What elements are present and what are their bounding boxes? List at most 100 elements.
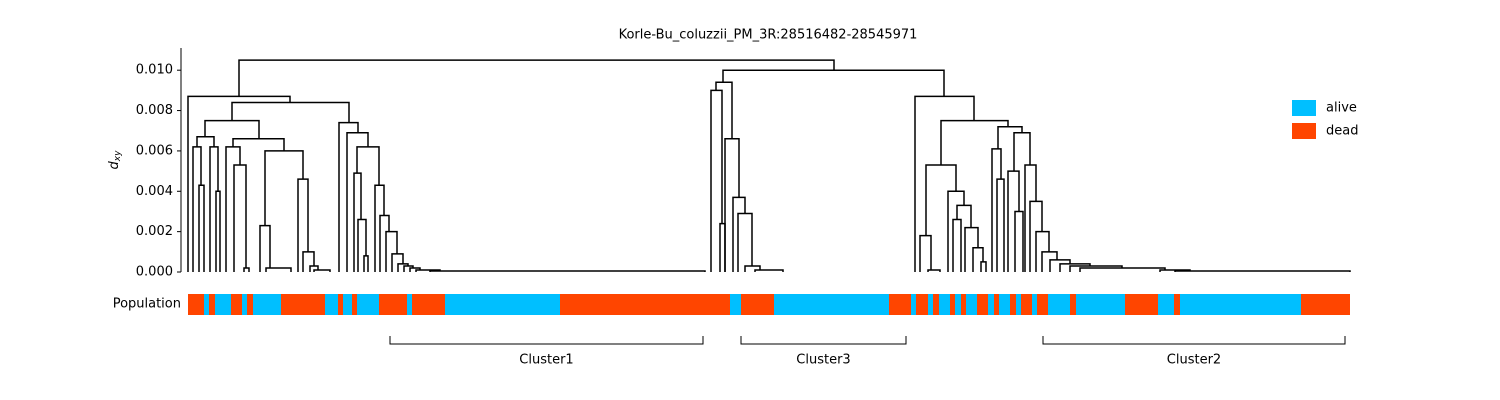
population-segment [560, 294, 730, 315]
population-segment [325, 294, 338, 315]
population-segment [338, 294, 343, 315]
dendrogram-link [204, 119, 260, 139]
population-segment [999, 294, 1010, 315]
population-segment [741, 294, 774, 315]
dendrogram-link [947, 190, 965, 272]
population-segment [933, 294, 939, 315]
legend-swatch [1292, 123, 1316, 139]
y-axis-label: dxy [107, 150, 123, 170]
population-segment [961, 294, 966, 315]
dendrogram-link [710, 89, 723, 272]
y-tick-label: 0.002 [136, 224, 173, 239]
dendrogram-link [231, 101, 350, 123]
dendrogram-link [309, 265, 319, 272]
dendrogram-link [225, 146, 241, 272]
dendrogram-link [1024, 164, 1037, 272]
population-segment [1010, 294, 1016, 315]
legend-swatch [1292, 100, 1316, 116]
dendrogram-link [1174, 270, 1351, 272]
population-segment [1076, 294, 1125, 315]
dendrogram-link [1049, 259, 1071, 272]
population-segment [215, 294, 231, 315]
dendrogram-link [722, 69, 945, 97]
dendrogram-link [1029, 200, 1043, 272]
dendrogram-link [264, 150, 304, 226]
population-segment [994, 294, 999, 315]
cluster-label: Cluster2 [1167, 353, 1221, 368]
dendrogram-link [1079, 267, 1166, 272]
population-segment [242, 294, 247, 315]
population-segment [1016, 294, 1021, 315]
population-segment [939, 294, 950, 315]
population-segment [889, 294, 911, 315]
population-segment [407, 294, 412, 315]
population-segment [966, 294, 977, 315]
dendrogram-link [374, 184, 385, 272]
dendrogram-link [238, 59, 835, 97]
dendrogram-link [1069, 265, 1123, 272]
dendrogram-link [297, 178, 309, 272]
dendrogram-link [754, 269, 784, 272]
dendrogram-link [243, 267, 250, 272]
population-label: Population [113, 297, 181, 312]
dendrogram-link [940, 119, 1009, 166]
dendrogram-link [744, 265, 761, 272]
dendrogram-link [313, 269, 331, 272]
dendrogram-link [232, 138, 285, 151]
dendrogram-link [233, 164, 247, 272]
cluster-label: Cluster3 [796, 353, 850, 368]
population-segment [1070, 294, 1076, 315]
population-segment [188, 294, 204, 315]
population-segment [928, 294, 933, 315]
dendrogram-link [215, 190, 221, 272]
population-segment [357, 294, 379, 315]
dendrogram-link [997, 125, 1023, 149]
population-segment [955, 294, 961, 315]
population-segment [1174, 294, 1180, 315]
population-segment [950, 294, 955, 315]
dendrogram-link [1014, 210, 1024, 272]
dendrogram-link [353, 172, 362, 272]
y-tick-label: 0.010 [136, 63, 173, 78]
dendrogram-link [715, 81, 733, 139]
dendrogram-link [964, 226, 979, 272]
population-segment [1032, 294, 1037, 315]
dendrogram-link [363, 255, 369, 272]
cluster-bracket [1042, 336, 1346, 345]
population-segment [1048, 294, 1070, 315]
population-segment [774, 294, 889, 315]
y-label-base: d [107, 160, 122, 169]
population-segment [281, 294, 325, 315]
dendrogram-link [956, 204, 972, 228]
y-tick-label: 0.000 [136, 265, 173, 280]
dendrogram-link [996, 178, 1005, 272]
dendrogram-link [397, 263, 409, 272]
dendrogram-link [1007, 170, 1020, 272]
legend-label: alive [1326, 101, 1357, 116]
dendrogram-link [338, 121, 359, 272]
cluster-bracket [389, 336, 704, 345]
dendrogram-link [198, 184, 205, 272]
dendrogram-link [379, 214, 390, 272]
chart-title: Korle-Bu_coluzzii_PM_3R:28516482-2854597… [619, 28, 918, 43]
population-segment [343, 294, 352, 315]
population-segment [988, 294, 994, 315]
y-tick-label: 0.006 [136, 143, 173, 158]
dendrogram-link [391, 253, 404, 272]
population-segment [730, 294, 741, 315]
dendrogram-link [952, 218, 962, 272]
population-segment [445, 294, 560, 315]
population-segment [352, 294, 357, 315]
dendrogram-link [914, 95, 975, 272]
dendrogram-link [737, 212, 753, 272]
population-segment [1125, 294, 1158, 315]
dendrogram-link [187, 95, 291, 272]
dendrogram-link [403, 265, 414, 272]
population-segment [977, 294, 988, 315]
dendrogram-link [409, 267, 421, 272]
dendrogram-link [356, 146, 380, 186]
population-segment [1021, 294, 1032, 315]
population-segment [1158, 294, 1174, 315]
dendrogram-link [927, 269, 941, 272]
